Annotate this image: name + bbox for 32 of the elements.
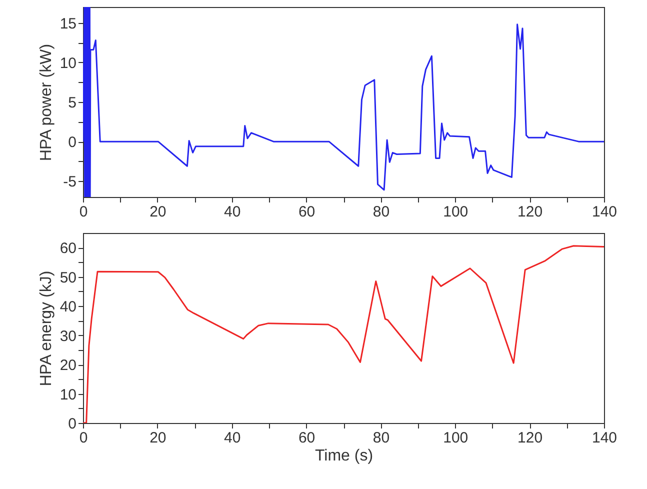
x-tick-label: 60: [298, 204, 316, 220]
x-tick-label: 120: [518, 204, 543, 220]
x-tick-label: 100: [443, 204, 468, 220]
y-tick-label: 10: [60, 54, 76, 72]
x-tick-label: 40: [224, 430, 241, 446]
y-axis-title: HPA power (kW): [38, 44, 55, 162]
line-series: [83, 245, 604, 423]
y-tick-label: 0: [68, 134, 76, 152]
x-tick-label: 140: [592, 204, 618, 220]
x-tick-label: 120: [518, 430, 543, 446]
y-tick-label: 50: [60, 269, 76, 286]
y-tick-label: 0: [68, 416, 76, 432]
y-axis-title: HPA energy (kJ): [38, 270, 55, 386]
x-tick-label: 0: [79, 204, 88, 220]
x-tick-label: 60: [298, 430, 316, 446]
x-tick-label: 80: [372, 430, 390, 446]
y-tick-label: 40: [60, 298, 76, 316]
x-tick-label: 100: [443, 430, 468, 446]
y-tick-label: 60: [60, 240, 76, 258]
x-tick-label: 140: [592, 430, 618, 446]
x-tick-label: 80: [372, 204, 390, 220]
y-tick-label: 20: [60, 357, 76, 374]
y-tick-label: -5: [63, 174, 76, 191]
y-tick-label: 30: [60, 328, 76, 345]
y-tick-label: 10: [60, 386, 76, 404]
x-tick-label: 20: [150, 430, 166, 446]
y-tick-label: 5: [68, 94, 76, 112]
y-tick-label: 15: [60, 15, 76, 32]
x-tick-label: 40: [224, 204, 241, 220]
x-tick-label: 20: [150, 204, 166, 220]
x-axis-title: Time (s): [314, 448, 374, 464]
x-tick-label: 0: [79, 430, 88, 446]
